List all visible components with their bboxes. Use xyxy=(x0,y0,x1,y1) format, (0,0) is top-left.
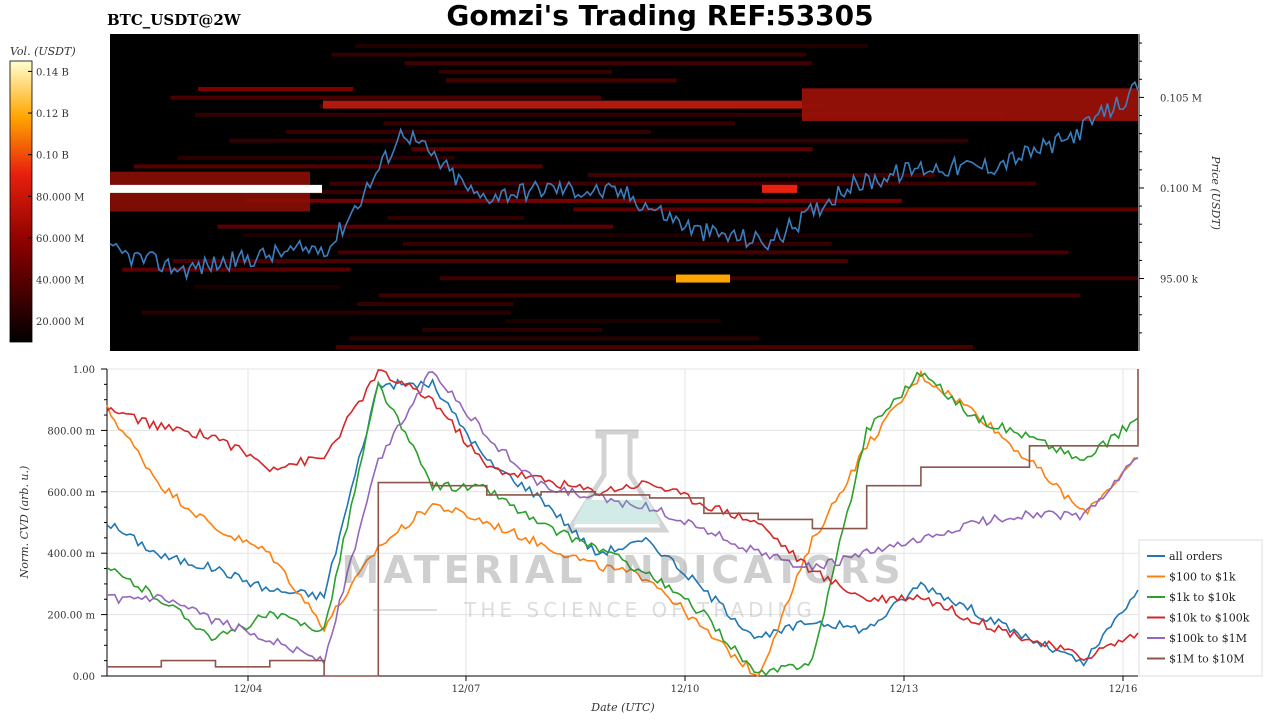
price-tick-label: 0.105 M xyxy=(1160,93,1202,104)
liquidity-row xyxy=(133,164,543,169)
colorbar-tick-label: 40.000 M xyxy=(36,276,84,287)
colorbar-title: Vol. (USDT) xyxy=(10,45,76,58)
x-tick-label: 12/16 xyxy=(1109,684,1138,695)
legend-label: $1M to $10M xyxy=(1169,653,1245,666)
liquidity-row xyxy=(404,61,813,66)
liquidity-row xyxy=(198,87,354,91)
liquidity-row xyxy=(195,112,1006,117)
colorbar-tick-label: 0.10 B xyxy=(36,151,69,162)
liquidity-row xyxy=(194,284,341,289)
liquidity-row xyxy=(142,310,512,315)
liquidity-row xyxy=(242,190,528,195)
x-tick-label: 12/13 xyxy=(890,684,919,695)
x-tick-label: 12/10 xyxy=(671,684,700,695)
y-tick-label: 200.00 m xyxy=(47,611,95,622)
legend-label: all orders xyxy=(1169,550,1223,563)
liquidity-row xyxy=(285,130,651,134)
watermark-tagline: THE SCIENCE OF TRADING xyxy=(463,598,816,622)
colorbar-tick-label: 0.12 B xyxy=(36,109,69,120)
y-tick-label: 400.00 m xyxy=(47,549,95,560)
flask-liquid-icon xyxy=(573,500,661,524)
series-line xyxy=(106,369,1138,678)
liquidity-row xyxy=(122,267,351,272)
series-line xyxy=(106,371,1139,677)
price-tick-label: 0.100 M xyxy=(1160,184,1202,195)
x-tick-label: 12/04 xyxy=(234,684,263,695)
x-tick-label: 12/07 xyxy=(452,684,481,695)
watermark: MATERIAL INDICATORS THE SCIENCE OF TRADI… xyxy=(341,429,904,622)
colorbar-tick-label: 20.000 M xyxy=(36,317,84,328)
chart-title: Gomzi's Trading REF:53305 xyxy=(446,0,873,32)
colorbar-tick-label: 0.14 B xyxy=(36,67,69,78)
series-line xyxy=(107,369,1139,677)
liquidity-row xyxy=(440,276,1138,281)
watermark-brand: MATERIAL INDICATORS xyxy=(341,548,904,592)
x-axis-title: Date (UTC) xyxy=(590,701,654,714)
order-wall xyxy=(323,100,802,109)
series-line xyxy=(106,369,1139,662)
y-tick-label: 0.00 xyxy=(73,672,95,683)
legend-box xyxy=(1138,539,1263,677)
legend-label: $100 to $1k xyxy=(1169,571,1236,584)
order-wall xyxy=(676,274,730,283)
liquidity-row xyxy=(229,138,969,143)
order-wall xyxy=(110,184,322,193)
liquidity-row xyxy=(573,207,1138,212)
liquidity-row xyxy=(387,216,525,220)
liquidity-row xyxy=(172,259,848,263)
liquidity-row xyxy=(338,250,1069,255)
liquidity-row xyxy=(178,155,455,160)
legend-label: $10k to $100k xyxy=(1169,612,1250,625)
y-tick-label: 800.00 m xyxy=(47,426,95,437)
price-tick-label: 95.00 k xyxy=(1160,275,1199,286)
liquidity-row xyxy=(402,241,832,246)
colorbar-gradient xyxy=(9,60,33,343)
liquidity-row xyxy=(243,233,1033,238)
colorbar-tick-label: 80.000 M xyxy=(36,192,84,203)
y-tick-label: 600.00 m xyxy=(47,488,95,499)
liquidity-row xyxy=(445,78,677,83)
y-axis-title: Norm. CVD (arb. u.) xyxy=(18,466,31,580)
legend: all orders $100 to $1k $1k to $10k $10k to … xyxy=(1138,539,1263,677)
price-line xyxy=(109,80,1139,282)
liquidity-row xyxy=(587,173,936,177)
liquidity-row xyxy=(329,181,1037,186)
flask-icon xyxy=(564,429,670,533)
series-line xyxy=(106,371,1139,666)
colorbar: Vol. (USDT) 20.000 M 40.000 M 60.000 M 80.00… xyxy=(9,45,84,343)
order-wall xyxy=(762,184,797,193)
liquidity-row xyxy=(411,147,813,152)
colorbar-tick-label: 60.000 M xyxy=(36,234,84,245)
y-tick-label: 1.00 xyxy=(73,365,95,376)
legend-label: $1k to $10k xyxy=(1169,591,1236,604)
price-axis-title: Price (USDT) xyxy=(1209,155,1222,230)
liquidity-row xyxy=(378,293,1081,298)
heatmap-panel: 95.00 k 0.100 M 0.105 M Price (USDT) xyxy=(109,34,1222,351)
series-line xyxy=(106,378,1139,667)
liquidity-row xyxy=(438,69,613,74)
liquidity-row xyxy=(217,224,614,229)
liquidity-row xyxy=(170,95,602,100)
liquidity-row xyxy=(349,336,760,341)
liquidity-row xyxy=(357,302,514,306)
liquidity-row xyxy=(335,345,973,349)
symbol-label: BTC_USDT@2W xyxy=(107,11,242,29)
liquidity-row xyxy=(355,44,868,48)
legend-label: $100k to $1M xyxy=(1169,632,1247,645)
cvd-panel: 0.00 200.00 m 400.00 m 600.00 m 800.00 m 1.00… xyxy=(18,365,1139,714)
liquidity-row xyxy=(383,121,735,126)
liquidity-row xyxy=(422,327,603,332)
liquidity-row xyxy=(245,198,902,203)
liquidity-row xyxy=(505,319,721,324)
liquidity-row xyxy=(331,52,807,57)
resistance-zone xyxy=(802,88,1138,121)
